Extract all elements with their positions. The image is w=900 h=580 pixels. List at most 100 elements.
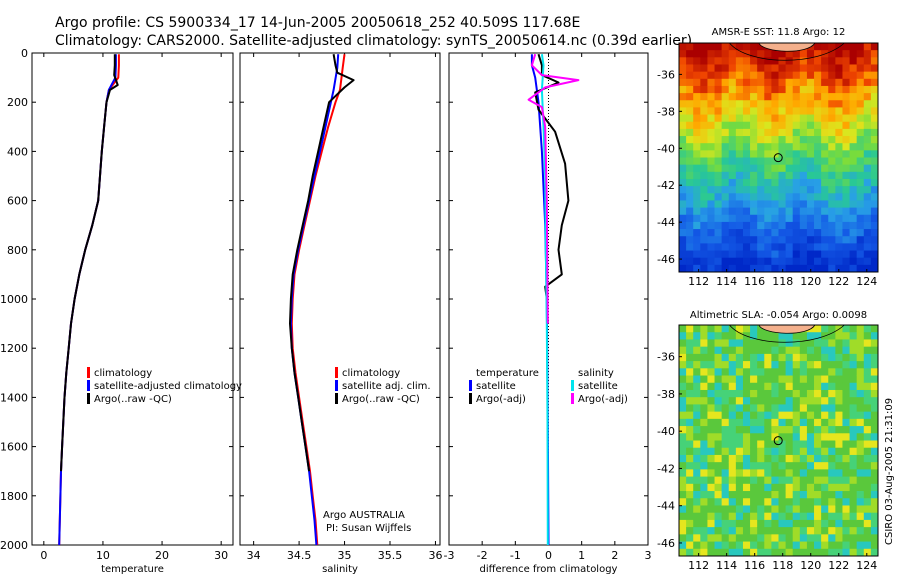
sst-map-cell xyxy=(863,128,872,137)
sst-map-cell xyxy=(742,107,751,115)
sla-map-cell xyxy=(679,476,687,485)
sst-map-cell xyxy=(821,221,829,230)
sst-map-cell xyxy=(856,178,865,187)
sst-map-cell xyxy=(693,121,701,130)
sla-map-cell xyxy=(828,519,836,528)
sst-map-cell xyxy=(679,264,687,273)
sla-map-cell xyxy=(828,527,836,535)
sst-map-cell xyxy=(707,114,715,123)
sla-map-cell xyxy=(870,440,879,449)
sla-map-cell xyxy=(714,505,723,514)
sla-map-cell xyxy=(806,548,815,557)
sla-map-cell xyxy=(849,548,858,557)
sst-map-cell xyxy=(863,178,872,187)
sla-map-cell xyxy=(679,375,687,384)
sst-map-cell xyxy=(870,85,879,94)
sst-map-cell xyxy=(785,171,794,180)
sst-map-cell xyxy=(742,114,751,123)
sla-map-cell xyxy=(679,541,687,550)
sla-map-cell xyxy=(856,339,865,348)
sla-map-cell xyxy=(735,382,744,391)
sla-map-cell xyxy=(700,346,708,355)
sst-map-cell xyxy=(679,93,687,101)
sst-map-cell xyxy=(863,85,872,94)
sst-map-cell xyxy=(757,193,765,201)
sst-map-cell xyxy=(799,164,808,173)
sla-map-cell xyxy=(707,519,715,528)
sst-map-cell xyxy=(792,85,801,94)
sst-map-cell xyxy=(792,71,801,80)
sst-map-cell xyxy=(714,128,723,137)
sst-map-cell xyxy=(721,43,730,51)
sla-map-cell xyxy=(764,491,772,499)
sst-map-cell xyxy=(849,178,858,187)
sst-map-cell xyxy=(686,128,694,137)
sla-map-cell xyxy=(785,512,794,521)
sla-map-cell xyxy=(799,433,808,441)
sla-map-cell xyxy=(735,483,744,492)
sla-map-cell xyxy=(863,505,872,514)
sla-map-cell xyxy=(728,375,737,384)
sst-map-cell xyxy=(742,100,751,108)
sst-map-cell xyxy=(835,107,843,115)
sst-map-cell xyxy=(814,207,822,216)
sla-map-cell xyxy=(806,353,815,362)
sla-map-cell xyxy=(849,433,858,441)
sla-map-cell xyxy=(721,534,730,542)
sst-map-cell xyxy=(778,85,787,94)
sst-map-cell xyxy=(792,128,801,137)
sla-map-cell xyxy=(814,389,822,398)
sst-map-cell xyxy=(686,250,694,259)
sst-map-cell xyxy=(679,64,687,73)
sst-map-cell xyxy=(856,229,865,237)
sla-map-frame xyxy=(678,324,879,557)
sst-map-cell xyxy=(721,229,730,237)
sst-map-cell xyxy=(870,114,879,123)
sla-map-cell xyxy=(707,541,715,550)
sla-map-cell xyxy=(785,332,794,340)
sla-map-cell xyxy=(849,353,858,362)
sst-map-cell xyxy=(870,178,879,187)
sla-map-cell xyxy=(842,527,850,535)
sla-map-cell xyxy=(735,339,744,348)
sla-map-cell xyxy=(679,368,687,376)
sla-map-cell xyxy=(863,353,872,362)
sst-map-cell xyxy=(721,264,730,273)
sla-map-cell xyxy=(764,512,772,521)
sst-map-cell xyxy=(806,221,815,230)
sla-map-cell xyxy=(728,426,737,434)
sla-map-cell xyxy=(757,462,765,470)
sla-map-cell xyxy=(742,469,751,477)
sst-map-cell xyxy=(728,250,737,259)
sla-map-cell xyxy=(750,447,758,456)
sst-map-cell xyxy=(870,229,879,237)
sst-map-cell xyxy=(693,128,701,137)
sla-map-cell xyxy=(849,527,858,535)
sst-map-cell xyxy=(870,243,879,251)
sst-map-cell xyxy=(842,250,850,259)
sla-map-cell xyxy=(757,505,765,514)
sst-map-cell xyxy=(771,85,779,94)
sst-map-cell xyxy=(806,214,815,223)
sst-map-cell xyxy=(757,107,765,115)
sst-map-cell xyxy=(757,128,765,137)
sla-map-cell xyxy=(856,389,865,398)
sst-map-cell xyxy=(814,107,822,115)
sst-map-cell xyxy=(735,221,744,230)
sst-map-cell xyxy=(771,157,779,166)
sst-map-cell xyxy=(764,257,772,266)
sla-map-cell xyxy=(835,397,843,405)
sla-map-cell xyxy=(799,512,808,521)
sla-map-cell xyxy=(842,462,850,470)
sst-map-cell xyxy=(750,221,758,230)
sla-map-cell xyxy=(849,426,858,434)
sla-map-cell xyxy=(771,426,779,434)
sla-map-cell xyxy=(778,375,787,384)
sla-map-cell xyxy=(707,375,715,384)
sla-map-cell xyxy=(863,375,872,384)
sst-map-cell xyxy=(814,164,822,173)
sst-map-cell xyxy=(856,200,865,208)
sst-map-cell xyxy=(835,193,843,201)
sla-map-cell xyxy=(771,527,779,535)
sst-map-cell xyxy=(714,107,723,115)
